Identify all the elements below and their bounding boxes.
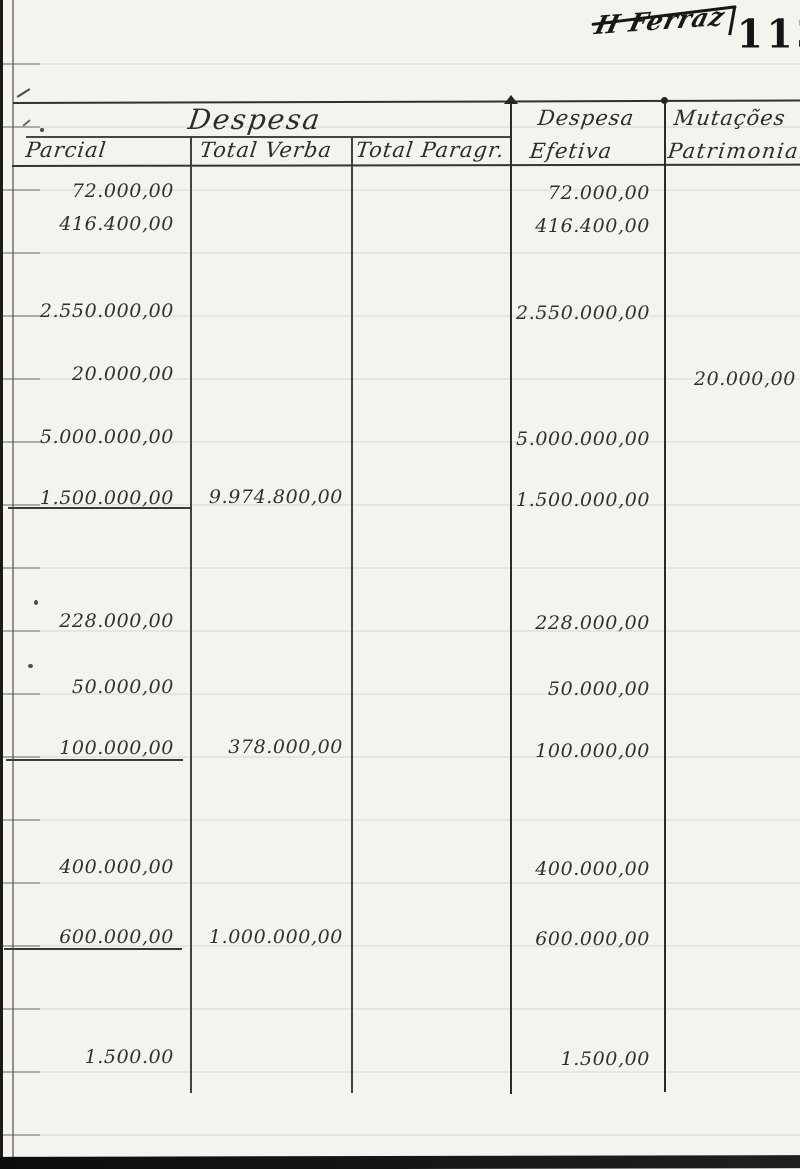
efetiva-amount: 228.000,00: [535, 612, 650, 634]
column-header-parcial: Parcial: [24, 138, 108, 162]
table-border-col-verba: [351, 137, 353, 1093]
parcial-amount: 20.000,00: [71, 363, 174, 385]
mutacoes-amount: 20.000,00: [693, 368, 796, 390]
parcial-amount: 72.000,00: [71, 180, 174, 202]
efetiva-amount: 2.550.000,00: [516, 302, 651, 324]
page-number-stamp: 113: [737, 10, 800, 58]
total-verba-amount: 378.000,00: [228, 736, 343, 758]
subtotal-rule: [8, 507, 192, 509]
parcial-amount: 100.000,00: [59, 737, 174, 759]
parcial-amount: 1.500.00: [84, 1046, 174, 1068]
border-arrow-tip: [504, 95, 518, 104]
column-header-mutacoes-line2: Patrimoniais: [666, 139, 800, 163]
efetiva-amount: 50.000,00: [547, 678, 650, 700]
ledger-ruled-lines-margin: [0, 0, 40, 1169]
subtotal-rule: [6, 759, 183, 761]
efetiva-amount: 1.500,00: [560, 1048, 650, 1070]
table-border-col-parcial: [190, 137, 192, 1093]
column-header-despesa-efetiva-line1: Despesa: [536, 106, 636, 130]
stray-mark: [40, 128, 44, 132]
parcial-amount: 600.000,00: [59, 926, 174, 948]
efetiva-amount: 1.500.000,00: [516, 489, 651, 511]
page-edge: [0, 0, 3, 1169]
parcial-amount: 400.000,00: [59, 856, 174, 878]
parcial-amount: 1.500.000,00: [39, 487, 174, 509]
parcial-amount: 5.000.000,00: [39, 426, 174, 448]
table-border-col-paragr: [510, 100, 512, 1094]
efetiva-amount: 400.000,00: [535, 858, 650, 880]
scan-shadow: [0, 1155, 800, 1169]
column-header-despesa-efetiva-line2: Efetiva: [528, 139, 614, 163]
column-header-total-verba: Total Verba: [198, 138, 334, 162]
efetiva-amount: 416.400,00: [535, 215, 650, 237]
efetiva-amount: 5.000.000,00: [516, 428, 651, 450]
total-verba-amount: 9.974.800,00: [208, 486, 343, 508]
parcial-amount: 50.000,00: [71, 676, 174, 698]
efetiva-amount: 100.000,00: [535, 740, 650, 762]
table-border-under-group-header: [26, 136, 512, 138]
efetiva-amount: 72.000,00: [547, 182, 650, 204]
total-verba-amount: 1.000.000,00: [208, 926, 343, 948]
subtotal-rule: [4, 948, 182, 950]
column-header-total-paragr: Total Paragr.: [354, 138, 506, 162]
table-border-col-efetiva: [664, 100, 666, 1092]
stray-mark: [28, 664, 33, 668]
efetiva-amount: 600.000,00: [535, 928, 650, 950]
column-header-mutacoes-line1: Mutações: [672, 106, 788, 130]
signature-flourish-tail: [728, 7, 737, 36]
group-header-despesa: Despesa: [186, 103, 324, 136]
stray-mark: [34, 600, 38, 605]
signature: H Ferraz: [591, 1, 738, 57]
page-fold-line: [12, 0, 14, 1169]
parcial-amount: 416.400,00: [59, 213, 174, 235]
parcial-amount: 2.550.000,00: [39, 300, 174, 322]
parcial-amount: 228.000,00: [59, 610, 174, 632]
border-dot-tip: [661, 97, 668, 104]
